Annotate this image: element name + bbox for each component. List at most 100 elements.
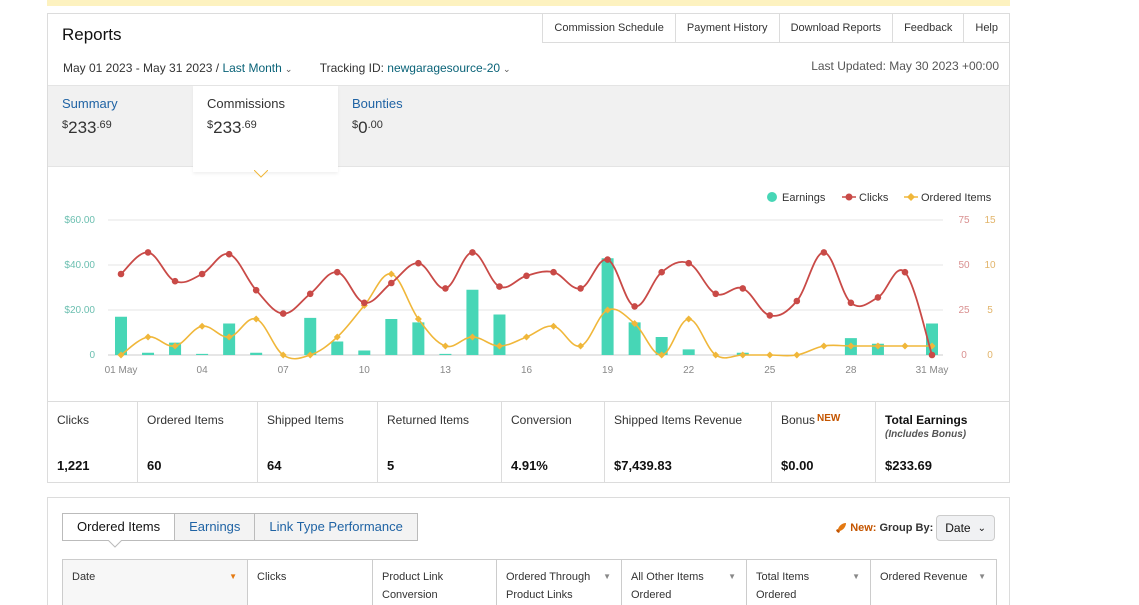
download-reports-link[interactable]: Download Reports <box>778 14 893 42</box>
sort-icon[interactable]: ▼ <box>603 572 611 581</box>
ordered-items-point <box>387 270 395 278</box>
y-right2-tick-label: 10 <box>984 260 996 271</box>
ordered-items-point <box>441 342 449 350</box>
report-filters: May 01 2023 - May 31 2023 / Last Month ⌄ … <box>63 61 511 75</box>
new-label: New: <box>850 522 877 534</box>
column-clicks[interactable]: Clicks <box>248 560 373 605</box>
ordered-items-line <box>120 273 932 360</box>
x-tick-label: 01 May <box>105 365 138 376</box>
y-right2-tick-label: 5 <box>987 305 993 316</box>
stat-bonus: Bonus NEW $0.00 <box>772 402 876 483</box>
ordered-items-point <box>468 333 476 341</box>
payment-history-link[interactable]: Payment History <box>674 14 779 42</box>
detail-table-card: Ordered Items Earnings Link Type Perform… <box>47 497 1010 605</box>
x-tick-label: 10 <box>359 365 371 376</box>
earnings-bar <box>196 353 209 355</box>
clicks-point <box>279 310 287 317</box>
clicks-point <box>361 299 368 307</box>
table-header: Date ▼ Clicks Product Link Conversion Ord… <box>62 559 997 605</box>
bounties-amount: $0.00 <box>352 118 383 137</box>
column-date[interactable]: Date ▼ <box>63 560 248 605</box>
x-tick-label: 31 May <box>916 365 949 376</box>
ordered-items-point <box>306 351 314 359</box>
legend-clicks-marker <box>845 193 853 201</box>
ordered-items-point <box>333 333 341 341</box>
x-tick-label: 19 <box>602 365 614 376</box>
commission-schedule-link[interactable]: Commission Schedule <box>542 14 674 42</box>
legend-ordered-items-marker <box>907 193 915 201</box>
clicks-point <box>198 270 206 278</box>
stats-row: Clicks 1,221 Ordered Items 60 Shipped Item… <box>48 401 1009 483</box>
last-updated: Last Updated: May 30 2023 +00:00 <box>811 59 999 73</box>
earnings-bar <box>331 341 344 355</box>
ordered-items-point <box>874 342 882 350</box>
ordered-items-point <box>252 315 260 323</box>
column-ordered-revenue[interactable]: Ordered Revenue ▼ <box>871 560 996 605</box>
earnings-bar <box>358 350 371 355</box>
earnings-bar <box>439 353 452 355</box>
ordered-items-point <box>577 342 585 350</box>
tab-ordered-items[interactable]: Ordered Items <box>63 514 175 540</box>
chevron-down-icon: ⌄ <box>284 64 293 74</box>
tab-bounties[interactable]: Bounties $0.00 <box>338 86 483 168</box>
feedback-link[interactable]: Feedback <box>892 14 963 42</box>
sort-icon[interactable]: ▼ <box>728 572 736 581</box>
sort-desc-icon[interactable]: ▼ <box>229 572 237 581</box>
stat-returned-items: Returned Items 5 <box>378 402 502 483</box>
column-total-items-ordered[interactable]: Total Items Ordered ▼ <box>747 560 871 605</box>
tab-commissions-label: Commissions <box>207 96 286 111</box>
ordered-items-point <box>631 320 639 327</box>
x-tick-label: 25 <box>764 365 776 376</box>
stat-clicks: Clicks 1,221 <box>48 402 138 483</box>
y-left-tick-label: 0 <box>89 350 95 361</box>
sort-icon[interactable]: ▼ <box>852 572 860 581</box>
clicks-point <box>766 312 774 319</box>
tracking-id-dropdown[interactable]: newgaragesource-20 ⌄ <box>387 61 510 75</box>
y-left-tick-label: $20.00 <box>64 305 95 316</box>
clicks-point <box>496 283 503 290</box>
clicks-point <box>442 285 449 292</box>
ordered-items-point <box>225 333 233 341</box>
clicks-point <box>333 268 341 276</box>
help-link[interactable]: Help <box>963 14 1009 42</box>
ordered-items-point <box>793 351 801 359</box>
x-tick-label: 22 <box>683 365 695 376</box>
reports-card: Reports Commission Schedule Payment Hist… <box>47 13 1010 483</box>
sort-icon[interactable]: ▼ <box>978 572 986 581</box>
earnings-bar <box>250 352 263 355</box>
clicks-point <box>631 303 638 310</box>
column-product-link-conversion[interactable]: Product Link Conversion <box>373 560 497 605</box>
tab-summary[interactable]: Summary $233.69 <box>48 86 193 168</box>
legend-earnings-marker <box>767 192 777 202</box>
ordered-items-point <box>523 333 530 341</box>
tracking-id-label: newgaragesource-20 <box>387 61 501 75</box>
ordered-items-point <box>820 342 828 350</box>
y-right1-tick-label: 75 <box>958 215 970 226</box>
stat-ordered-items: Ordered Items 60 <box>138 402 258 483</box>
group-by-label: Group By: <box>879 522 934 534</box>
tab-link-type-performance[interactable]: Link Type Performance <box>254 514 417 540</box>
clicks-point <box>793 297 801 305</box>
y-left-tick-label: $40.00 <box>64 260 95 271</box>
earnings-bar <box>655 337 668 355</box>
column-all-other-items-ordered[interactable]: All Other Items Ordered ▼ <box>622 560 747 605</box>
ordered-items-point <box>495 342 503 350</box>
date-preset-dropdown[interactable]: Last Month ⌄ <box>222 61 295 75</box>
group-by-select[interactable]: Date ⌄ <box>936 515 995 541</box>
rocket-icon <box>836 523 847 533</box>
clicks-point <box>144 249 152 256</box>
ordered-items-point <box>198 322 206 330</box>
group-by-value: Date <box>945 521 971 535</box>
column-ordered-through-product-links[interactable]: Ordered Through Product Links ▼ <box>497 560 622 605</box>
clicks-point <box>658 268 665 276</box>
table-tabs: Ordered Items Earnings Link Type Perform… <box>62 513 418 541</box>
clicks-point <box>306 290 314 298</box>
stat-shipped-items: Shipped Items 64 <box>258 402 378 483</box>
tab-commissions[interactable]: Commissions $233.69 <box>193 86 338 172</box>
group-by-control: New: Group By: Date ⌄ <box>835 515 995 541</box>
x-tick-label: 07 <box>278 365 290 376</box>
earnings-bar <box>466 289 479 355</box>
summary-amount: $233.69 <box>62 118 112 137</box>
tab-earnings[interactable]: Earnings <box>174 514 255 540</box>
